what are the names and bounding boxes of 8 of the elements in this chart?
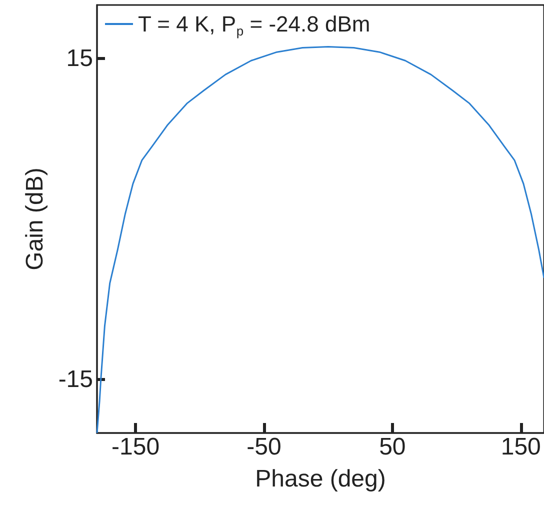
y-tick-label: -15 <box>58 366 93 393</box>
x-tick-label: 150 <box>500 434 541 460</box>
x-tick-label: -150 <box>112 434 160 460</box>
x-axis-title: Phase (deg) <box>255 466 386 492</box>
x-tick-label: 50 <box>379 434 406 460</box>
y-tick-label: 15 <box>66 45 93 72</box>
y-axis-title: Gain (dB) <box>22 168 48 270</box>
x-tick-label: -50 <box>246 434 282 460</box>
